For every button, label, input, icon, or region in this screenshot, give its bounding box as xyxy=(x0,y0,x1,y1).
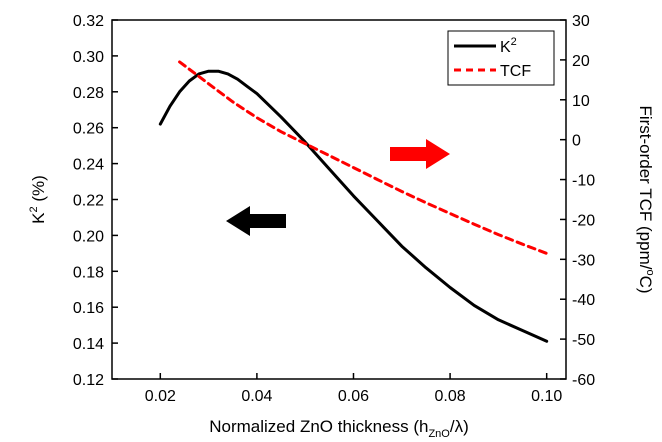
series-layer xyxy=(158,60,549,343)
right-tick-label: -30 xyxy=(572,252,595,269)
x-tick-label: 0.10 xyxy=(531,388,562,405)
annotation-arrows xyxy=(226,139,450,236)
left-tick-label: 0.32 xyxy=(73,13,104,30)
right-tick-label: 30 xyxy=(572,13,590,30)
right-y-axis-label: First-order TCF (ppm/oC) xyxy=(636,105,656,293)
right-axis-ticks: -60 -50 -40 -30 -20 -10 0 10 20 30 xyxy=(560,13,595,389)
x-axis-ticks: 0.02 0.04 0.06 0.08 0.10 xyxy=(145,373,562,405)
left-tick-label: 0.28 xyxy=(73,85,104,102)
right-tick-label: -60 xyxy=(572,372,595,389)
right-tick-label: -50 xyxy=(572,332,595,349)
legend-box xyxy=(447,30,555,86)
left-tick-label: 0.12 xyxy=(73,372,104,389)
x-tick-label: 0.04 xyxy=(241,388,272,405)
left-pointing-arrow xyxy=(226,206,286,236)
x-tick-label: 0.06 xyxy=(338,388,369,405)
left-tick-label: 0.26 xyxy=(73,121,104,138)
legend-k2-label: K2 xyxy=(500,36,517,56)
left-tick-label: 0.14 xyxy=(73,336,104,353)
left-tick-label: 0.22 xyxy=(73,193,104,210)
left-y-axis-label: K2 (%) xyxy=(28,175,48,224)
right-tick-label: -20 xyxy=(572,212,595,229)
right-tick-label: 20 xyxy=(572,53,590,70)
x-tick-label: 0.08 xyxy=(435,388,466,405)
left-tick-label: 0.16 xyxy=(73,300,104,317)
left-tick-label: 0.30 xyxy=(73,49,104,66)
left-tick-label: 0.20 xyxy=(73,228,104,245)
plot-frame xyxy=(111,19,567,380)
legend-tcf-label: TCF xyxy=(500,63,531,80)
left-axis-ticks: 0.12 0.14 0.16 0.18 0.20 0.22 0.24 0.26 0.28 0.30… xyxy=(73,13,118,389)
legend: K2 TCF xyxy=(447,30,555,86)
right-tick-label: -10 xyxy=(572,173,595,190)
series-tcf-line xyxy=(178,60,549,255)
right-tick-label: 0 xyxy=(572,133,581,150)
x-tick-label: 0.02 xyxy=(145,388,176,405)
x-axis-label: Normalized ZnO thickness (hZnO/λ) xyxy=(209,417,468,440)
left-tick-label: 0.18 xyxy=(73,264,104,281)
right-pointing-arrow xyxy=(390,139,450,169)
right-tick-label: -40 xyxy=(572,292,595,309)
left-tick-label: 0.24 xyxy=(73,157,104,174)
series-k2-line xyxy=(158,69,549,343)
right-tick-label: 10 xyxy=(572,93,590,110)
